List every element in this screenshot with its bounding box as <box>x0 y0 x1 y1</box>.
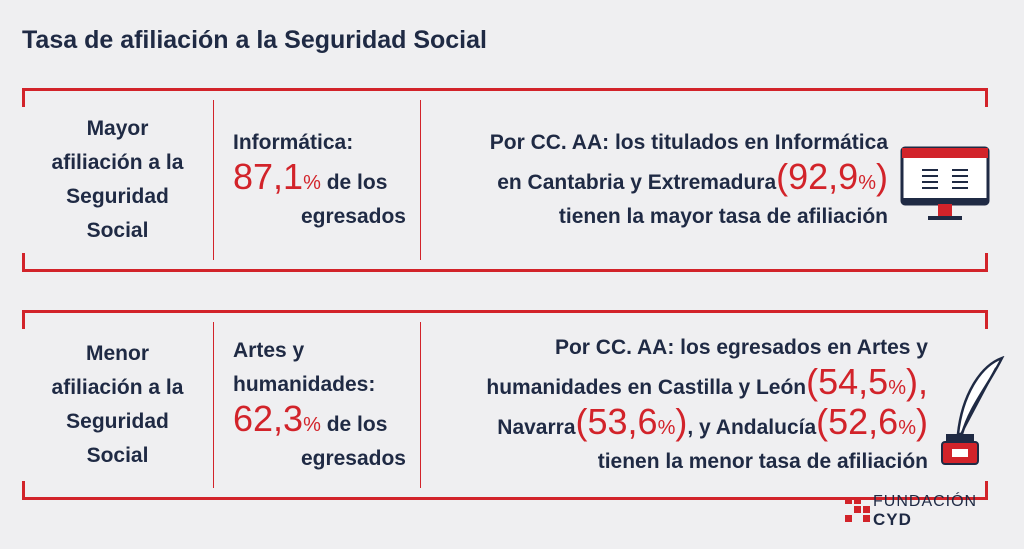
detail-line: Navarra(53,6%), y Andalucía(52,6%) <box>422 404 928 445</box>
panel: Menor afiliación a la Seguridad Social Artes… <box>22 310 1005 500</box>
panel: Mayor afiliación a la Seguridad Social Infor… <box>22 88 990 272</box>
detail-line: Por CC. AA: los egresados en Artes y <box>422 331 928 365</box>
value-line: 62,3% de los <box>233 401 406 442</box>
unit: % <box>303 172 321 194</box>
inkwell-icon <box>941 355 1005 465</box>
logo-line: CYD <box>873 510 912 529</box>
detail-run: % <box>657 417 676 439</box>
detail: Por CC. AA: los egresados en Artes y huma… <box>422 310 928 500</box>
unit: % <box>303 414 321 436</box>
detail-run: % <box>888 377 906 399</box>
detail-run: humanidades en Castilla y León <box>486 376 807 399</box>
row-label: Menor afiliación a la Seguridad Social <box>22 310 213 500</box>
detail-run: , y Andalucía <box>687 416 817 439</box>
bracket-bottom <box>22 481 988 500</box>
icon <box>900 146 990 231</box>
logo-mark <box>845 497 870 522</box>
label-line: Mayor <box>86 117 149 140</box>
title: Tasa de afiliación a la Seguridad Social <box>22 26 487 54</box>
detail-line: en Cantabria y Extremadura(92,9%) <box>422 159 888 200</box>
suffix-line: egresados <box>300 447 406 470</box>
logo: FUNDACIÓN CYD <box>845 491 976 529</box>
detail-run: Por CC. AA: los egresados en Artes y <box>554 336 928 359</box>
bracket-bottom <box>22 253 988 272</box>
label-line: Social <box>86 444 149 467</box>
detail-run: tienen la mayor tasa de afiliación <box>558 205 888 228</box>
detail-run: en Cantabria y Extremadura <box>497 171 777 194</box>
detail-run: (53,6 <box>575 401 658 442</box>
row-label: Mayor afiliación a la Seguridad Social <box>22 88 213 272</box>
label-line: afiliación a la <box>51 151 184 174</box>
logo-line: FUNDACIÓN <box>873 493 978 510</box>
detail-run: Navarra <box>497 416 576 439</box>
detail-run: ), <box>906 361 928 402</box>
suffix: de los <box>326 413 388 436</box>
detail-line: Por CC. AA: los titulados en Informática <box>422 126 888 160</box>
detail-run: Por CC. AA: los titulados en Informática <box>489 131 888 154</box>
suffix: de los <box>326 171 388 194</box>
detail-run: ) <box>916 401 928 442</box>
field-line: humanidades: <box>233 373 376 396</box>
suffix-line: egresados <box>300 205 406 228</box>
detail-run: tienen la menor tasa de afiliación <box>597 450 928 473</box>
label-line: Seguridad <box>66 410 169 433</box>
divider <box>213 100 214 260</box>
label-line: Social <box>86 219 149 242</box>
label-line: Seguridad <box>66 185 169 208</box>
detail-run: (92,9 <box>776 156 859 197</box>
divider <box>213 322 214 488</box>
detail-line: tienen la mayor tasa de afiliación <box>422 200 888 234</box>
detail-run: % <box>898 417 916 439</box>
field-line: Informática: <box>233 131 354 154</box>
detail-line: humanidades en Castilla y León(54,5%), <box>422 364 928 405</box>
bracket-top <box>22 310 988 329</box>
divider <box>420 100 421 260</box>
detail-line: tienen la menor tasa de afiliación <box>422 445 928 479</box>
detail-run: ) <box>675 401 688 442</box>
stat: Informática: 87,1% de los egresados <box>233 88 406 272</box>
field-line: Artes y <box>233 339 305 362</box>
bracket-top <box>22 88 988 107</box>
detail-run: (54,5 <box>806 361 889 402</box>
detail-run: (52,6 <box>816 401 899 442</box>
detail-run: % <box>858 172 876 194</box>
detail-run: ) <box>876 156 888 197</box>
label-line: afiliación a la <box>51 376 184 399</box>
value: 62,3 <box>233 398 304 439</box>
label-line: Menor <box>86 342 149 365</box>
value-line: 87,1% de los <box>233 159 406 200</box>
divider <box>420 322 421 488</box>
monitor-icon <box>900 146 990 220</box>
detail: Por CC. AA: los titulados en Informática… <box>422 88 888 272</box>
icon <box>940 355 1010 471</box>
value: 87,1 <box>233 156 304 197</box>
stat: Artes y humanidades: 62,3% de los egresados <box>233 310 406 500</box>
